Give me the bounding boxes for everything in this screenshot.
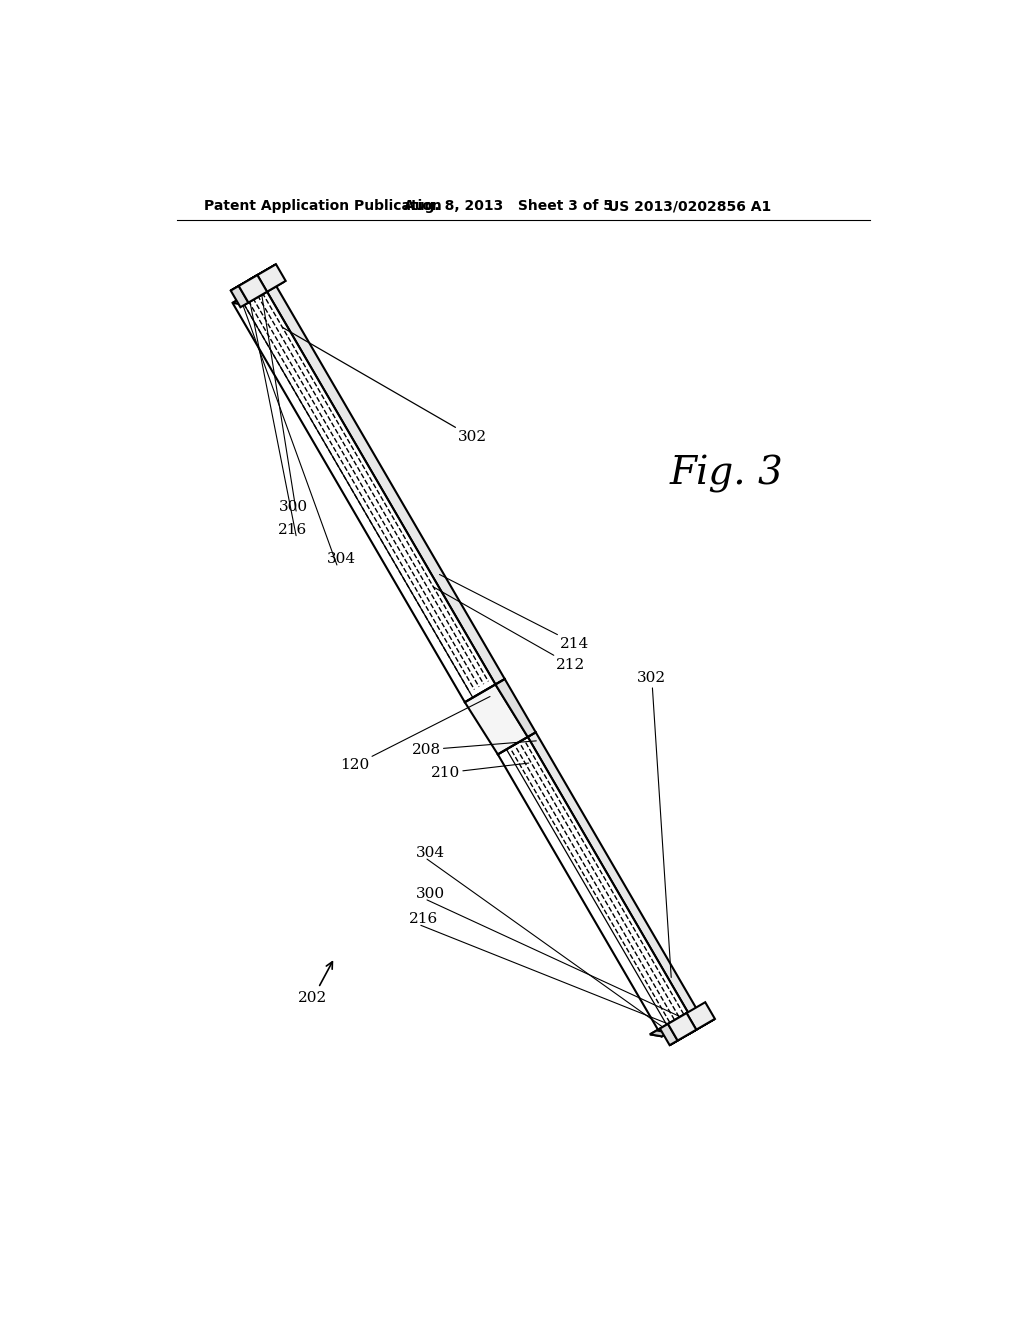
Polygon shape [670,1030,696,1045]
Text: 210: 210 [431,763,528,780]
Polygon shape [230,275,257,290]
Polygon shape [650,1012,699,1036]
Polygon shape [498,737,692,1036]
Text: 216: 216 [410,912,438,927]
Text: 212: 212 [433,587,586,672]
Text: 304: 304 [327,552,356,566]
Polygon shape [688,1019,715,1035]
Text: 300: 300 [279,500,307,515]
Polygon shape [659,1024,678,1045]
Polygon shape [686,1002,715,1030]
Text: 300: 300 [416,887,444,900]
Text: 120: 120 [340,697,490,772]
Text: 208: 208 [412,741,537,756]
Polygon shape [250,264,276,280]
Text: Aug. 8, 2013   Sheet 3 of 5: Aug. 8, 2013 Sheet 3 of 5 [403,199,613,213]
Polygon shape [263,280,505,685]
Text: 302: 302 [637,671,671,977]
Polygon shape [465,685,527,754]
Text: 302: 302 [283,327,487,444]
Polygon shape [679,1012,696,1035]
Text: 214: 214 [439,574,590,651]
Polygon shape [668,1012,696,1040]
Text: 202: 202 [298,962,333,1005]
Polygon shape [230,286,249,308]
Text: Patent Application Publication: Patent Application Publication [204,199,441,213]
Polygon shape [232,280,285,305]
Polygon shape [650,1031,669,1036]
Text: 304: 304 [416,846,444,859]
Text: 216: 216 [279,523,307,537]
Text: US 2013/0202856 A1: US 2013/0202856 A1 [608,199,771,213]
Text: Fig. 3: Fig. 3 [670,455,783,494]
Polygon shape [257,264,286,292]
Polygon shape [250,275,267,297]
Polygon shape [527,733,699,1019]
Polygon shape [239,275,267,302]
Polygon shape [496,678,536,737]
Polygon shape [232,285,496,702]
